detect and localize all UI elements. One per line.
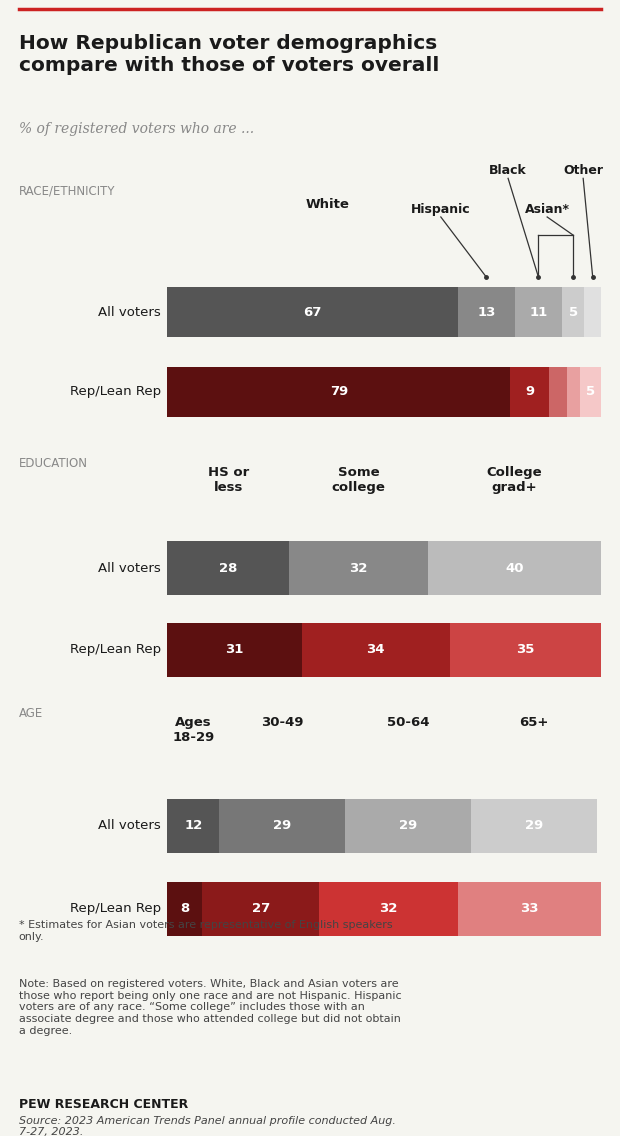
Bar (450, 623, 601, 677)
Text: Some
college: Some college (332, 466, 385, 494)
Bar (219, 799, 345, 853)
Text: Note: Based on registered voters. White, Black and Asian voters are
those who re: Note: Based on registered voters. White,… (19, 979, 401, 1036)
Text: 8: 8 (180, 902, 189, 916)
Text: % of registered voters who are ...: % of registered voters who are ... (19, 122, 254, 135)
Text: Rep/Lean Rep: Rep/Lean Rep (70, 643, 161, 657)
Bar (167, 623, 302, 677)
Bar (584, 287, 601, 337)
Text: 31: 31 (226, 643, 244, 657)
Text: RACE/ETHNICITY: RACE/ETHNICITY (19, 184, 115, 197)
Text: 65+: 65+ (520, 716, 549, 728)
Bar (580, 367, 601, 417)
Text: 33: 33 (521, 902, 539, 916)
Bar (549, 367, 567, 417)
Text: 13: 13 (477, 306, 495, 319)
Text: Asian*: Asian* (525, 203, 570, 216)
Text: 40: 40 (505, 561, 524, 575)
Text: 29: 29 (273, 819, 291, 833)
Text: Source: 2023 American Trends Panel annual profile conducted Aug.
7-27, 2023.: Source: 2023 American Trends Panel annua… (19, 1116, 396, 1136)
Text: All voters: All voters (99, 306, 161, 319)
Text: 5: 5 (586, 385, 595, 399)
Text: 79: 79 (330, 385, 348, 399)
Text: Hispanic: Hispanic (411, 203, 471, 216)
Text: AGE: AGE (19, 707, 43, 719)
Text: How Republican voter demographics
compare with those of voters overall: How Republican voter demographics compar… (19, 34, 439, 75)
Text: 12: 12 (184, 819, 203, 833)
Text: White: White (306, 198, 350, 210)
Bar (567, 367, 580, 417)
Text: 11: 11 (529, 306, 547, 319)
Bar (428, 541, 601, 595)
Text: 34: 34 (366, 643, 385, 657)
Text: PEW RESEARCH CENTER: PEW RESEARCH CENTER (19, 1099, 188, 1111)
Bar (289, 541, 428, 595)
Text: College
grad+: College grad+ (487, 466, 542, 494)
Text: 67: 67 (304, 306, 322, 319)
Bar (167, 799, 219, 853)
Bar (319, 882, 458, 936)
Text: Ages
18-29: Ages 18-29 (172, 716, 215, 744)
Text: * Estimates for Asian voters are representative of English speakers
only.: * Estimates for Asian voters are represe… (19, 920, 392, 942)
Text: Other: Other (563, 165, 603, 177)
Bar (562, 287, 584, 337)
Text: 27: 27 (252, 902, 270, 916)
Bar (510, 367, 549, 417)
Bar (471, 799, 597, 853)
Bar (167, 367, 510, 417)
Bar (458, 882, 601, 936)
Text: 30-49: 30-49 (261, 716, 304, 728)
Bar (202, 882, 319, 936)
Text: 9: 9 (525, 385, 534, 399)
Text: 35: 35 (516, 643, 534, 657)
Text: Rep/Lean Rep: Rep/Lean Rep (70, 385, 161, 399)
Bar (458, 287, 515, 337)
Text: Rep/Lean Rep: Rep/Lean Rep (70, 902, 161, 916)
Text: EDUCATION: EDUCATION (19, 457, 87, 469)
Text: HS or
less: HS or less (208, 466, 249, 494)
Text: All voters: All voters (99, 819, 161, 833)
Text: 29: 29 (525, 819, 543, 833)
Bar (302, 623, 450, 677)
Text: 5: 5 (569, 306, 578, 319)
Text: All voters: All voters (99, 561, 161, 575)
Text: 28: 28 (219, 561, 237, 575)
Text: 29: 29 (399, 819, 417, 833)
Bar (167, 287, 458, 337)
Bar (167, 882, 202, 936)
Bar (515, 287, 562, 337)
Bar (167, 541, 289, 595)
Bar (345, 799, 471, 853)
Text: Black: Black (489, 165, 527, 177)
Text: 32: 32 (349, 561, 368, 575)
Text: 32: 32 (379, 902, 398, 916)
Text: 50-64: 50-64 (387, 716, 430, 728)
